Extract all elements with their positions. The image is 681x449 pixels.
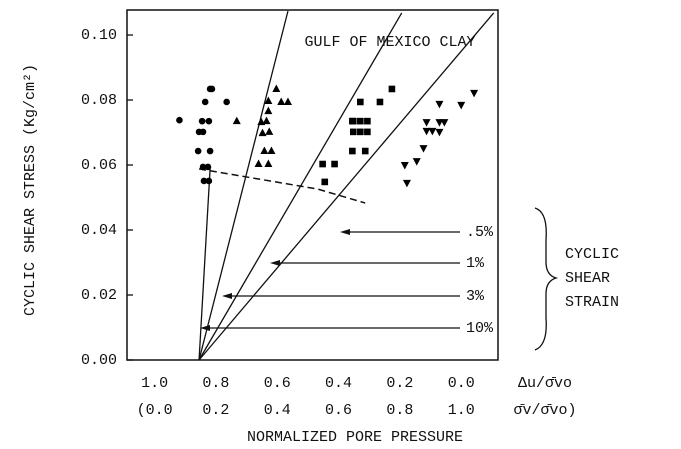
arrow-head xyxy=(200,325,210,331)
plot-frame xyxy=(126,9,499,361)
x-tick-label: 0.2 xyxy=(386,375,413,392)
data-point xyxy=(435,128,444,137)
data-point xyxy=(267,146,276,155)
data-point xyxy=(232,116,241,125)
data-point xyxy=(412,158,421,166)
data-point xyxy=(195,128,203,136)
brace xyxy=(534,207,559,351)
data-point xyxy=(321,178,329,186)
data-point xyxy=(349,128,357,136)
threshold-curve xyxy=(198,168,366,204)
data-point xyxy=(422,127,431,136)
strain-label: 1% xyxy=(466,255,485,272)
y-tick-label: 0.00 xyxy=(81,352,117,369)
data-point xyxy=(319,160,326,168)
data-point xyxy=(260,146,269,155)
data-point xyxy=(364,117,371,125)
y-tick-label: 0.10 xyxy=(81,27,117,44)
y-tick-label: 0.06 xyxy=(81,157,117,174)
data-point xyxy=(223,98,230,106)
x2-tick-label: (0.0 xyxy=(137,402,173,419)
data-point xyxy=(198,117,206,125)
x2-axis-name: σ̄v/σ̄vo) xyxy=(513,402,576,419)
x-tick-label: 0.4 xyxy=(325,375,352,392)
data-point xyxy=(435,100,444,109)
strain-line xyxy=(198,12,495,361)
data-point xyxy=(364,128,371,136)
data-point xyxy=(422,119,431,127)
x-axis-label: NORMALIZED PORE PRESSURE xyxy=(247,429,463,446)
data-point xyxy=(201,98,209,106)
x-tick-label: 0.8 xyxy=(202,375,229,392)
data-point xyxy=(470,89,479,98)
x-tick-label: 1.0 xyxy=(141,375,168,392)
data-point xyxy=(262,116,271,125)
data-point xyxy=(258,128,267,137)
data-point xyxy=(205,117,213,125)
data-point xyxy=(428,127,437,136)
data-point xyxy=(200,177,208,185)
x-tick-label: 0.6 xyxy=(264,375,291,392)
data-point xyxy=(176,116,183,124)
arrow-head xyxy=(340,229,350,235)
strain-label: 3% xyxy=(466,288,485,305)
strain-line xyxy=(198,168,211,361)
data-point xyxy=(419,145,428,153)
strain-title: STRAIN xyxy=(565,294,619,311)
data-point xyxy=(440,119,449,127)
data-point xyxy=(205,177,213,185)
chart-title: GULF OF MEXICO CLAY xyxy=(304,34,475,51)
strain-label: .5% xyxy=(466,224,494,241)
y-axis-label: CYCLIC SHEAR STRESS (Kg/cm²) xyxy=(22,64,39,316)
y-tick-label: 0.02 xyxy=(81,287,117,304)
data-point xyxy=(357,117,364,125)
x-axis-name: Δu/σ̄vo xyxy=(518,375,572,392)
x2-tick-label: 0.8 xyxy=(386,402,413,419)
data-point xyxy=(277,97,286,105)
arrow-head xyxy=(222,293,232,299)
data-point xyxy=(283,97,292,105)
strain-title: CYCLIC xyxy=(565,246,619,263)
data-point xyxy=(357,98,364,106)
data-point xyxy=(349,117,357,125)
strain-title: SHEAR xyxy=(565,270,610,287)
data-point xyxy=(264,159,273,168)
data-point xyxy=(206,147,214,155)
strain-label: 10% xyxy=(466,320,494,337)
data-point xyxy=(400,162,409,170)
x2-tick-label: 0.4 xyxy=(264,402,291,419)
data-point xyxy=(208,85,216,93)
data-point xyxy=(264,106,273,115)
data-point xyxy=(199,163,207,171)
strain-line xyxy=(198,10,289,361)
data-point xyxy=(265,127,274,135)
x2-tick-label: 0.2 xyxy=(202,402,229,419)
data-point xyxy=(457,101,466,110)
data-point xyxy=(349,147,356,155)
data-point xyxy=(254,159,263,168)
data-point xyxy=(376,98,384,106)
data-point xyxy=(331,160,338,168)
y-tick-label: 0.08 xyxy=(81,92,117,109)
data-point xyxy=(204,163,212,171)
data-point xyxy=(402,179,411,188)
data-point xyxy=(357,128,364,136)
x-tick-label: 0.0 xyxy=(448,375,475,392)
data-point xyxy=(272,84,281,92)
data-point xyxy=(194,147,202,155)
data-point xyxy=(388,85,396,93)
x2-tick-label: 0.6 xyxy=(325,402,352,419)
arrow-head xyxy=(270,260,280,266)
x2-tick-label: 1.0 xyxy=(448,402,475,419)
y-tick-label: 0.04 xyxy=(81,222,117,239)
data-point xyxy=(264,96,273,104)
data-point xyxy=(361,147,369,155)
